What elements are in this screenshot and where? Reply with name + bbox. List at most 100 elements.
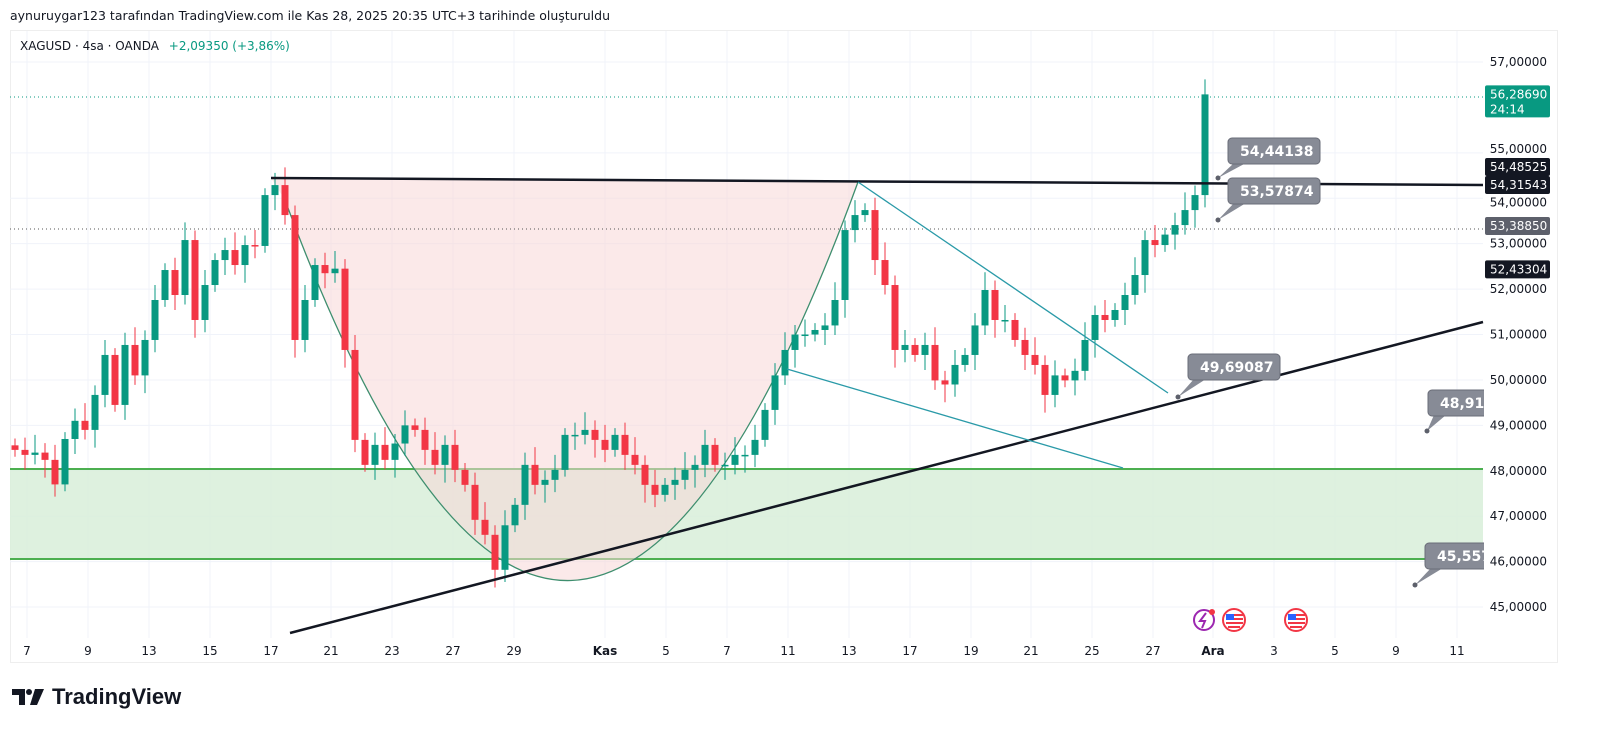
candle (621, 422, 629, 470)
candle (371, 432, 379, 480)
candle (661, 478, 669, 502)
x-tick-label: 23 (384, 644, 399, 658)
candle (291, 205, 299, 358)
us-flag-icon[interactable] (1284, 608, 1308, 632)
x-tick-label: 7 (23, 644, 31, 658)
candle (1011, 313, 1019, 347)
candle (81, 403, 89, 440)
candle (531, 447, 539, 495)
y-tick-label: 46,00000 (1490, 555, 1547, 569)
candle (1061, 368, 1069, 388)
candle (101, 339, 109, 408)
candle (991, 280, 999, 338)
logo-text: TradingView (52, 684, 182, 709)
price-tag: 54,48525 (1485, 158, 1550, 176)
candle (881, 242, 889, 295)
candle (721, 452, 729, 480)
tradingview-logo[interactable]: TradingView (12, 684, 181, 710)
x-tick-label: 5 (1331, 644, 1339, 658)
x-tick-label: 9 (1392, 644, 1400, 658)
candle (61, 432, 69, 492)
candle (401, 410, 409, 456)
candle (181, 222, 189, 305)
price-callout-text: 49,69087 (1200, 360, 1274, 376)
x-tick-label: 21 (1023, 644, 1038, 658)
x-tick-label: 29 (506, 644, 521, 658)
candle (1181, 192, 1189, 235)
candle (121, 332, 129, 420)
candle (901, 329, 909, 363)
candle (1191, 185, 1199, 228)
candle (791, 324, 799, 368)
x-tick-label: 13 (841, 644, 856, 658)
candle (1021, 327, 1029, 370)
y-tick-label: 57,00000 (1490, 55, 1547, 69)
candle (671, 467, 679, 500)
candle (451, 429, 459, 483)
price-tag-value: 54,48525 (1490, 160, 1547, 174)
x-tick-label: 11 (1449, 644, 1464, 658)
y-tick-label: 51,00000 (1490, 328, 1547, 342)
price-callout[interactable]: 49,69087 (1175, 353, 1281, 400)
y-tick-label: 55,00000 (1490, 142, 1547, 156)
candle (111, 348, 119, 412)
symbol-legend[interactable]: XAGUSD · 4sa · OANDA +2,09350 (+3,86%) (20, 39, 290, 53)
y-tick-label: 48,00000 (1490, 464, 1547, 478)
candle (301, 285, 309, 353)
candle (611, 428, 619, 457)
cup-pattern-fill (271, 178, 858, 581)
candle (201, 270, 209, 333)
candle (21, 437, 29, 470)
candle (821, 313, 829, 345)
candle (411, 418, 419, 437)
candle (381, 427, 389, 470)
candle (481, 502, 489, 545)
candle (341, 259, 349, 368)
candle (641, 455, 649, 503)
candle (541, 470, 549, 503)
price-tag-value: 56,28690 (1490, 87, 1547, 101)
price-tag: 52,43304 (1485, 260, 1550, 279)
candle (1101, 300, 1109, 333)
candle (211, 253, 219, 292)
price-tag-countdown: 24:14 (1490, 102, 1525, 116)
y-tick-label: 53,00000 (1490, 237, 1547, 251)
price-callout[interactable]: 54,44138 (1215, 137, 1321, 181)
x-tick-label: 27 (445, 644, 460, 658)
x-tick-label: Ara (1201, 644, 1224, 658)
candle (981, 272, 989, 335)
candle (561, 428, 569, 477)
price-callout[interactable]: 53,57874 (1215, 177, 1321, 223)
candle (571, 422, 579, 450)
y-tick-label: 52,00000 (1490, 282, 1547, 296)
candle (781, 332, 789, 385)
economic-event-icon[interactable] (1193, 609, 1215, 631)
candle (631, 437, 639, 475)
candle (191, 230, 199, 338)
us-flag-icon[interactable] (1222, 608, 1246, 632)
wedge-lower-line (786, 368, 1124, 469)
price-change: +2,09350 (+3,86%) (168, 39, 290, 53)
price-tag-value: 52,43304 (1490, 262, 1547, 276)
y-tick-label: 49,00000 (1490, 418, 1547, 432)
chart-frame[interactable] (10, 30, 1558, 663)
candle (751, 424, 759, 468)
candle (331, 250, 339, 283)
candle (151, 285, 159, 353)
candle (581, 412, 589, 445)
candle (1001, 304, 1009, 333)
x-tick-label: Kas (593, 644, 618, 658)
y-tick-label: 47,00000 (1490, 509, 1547, 523)
candle (391, 433, 399, 478)
candle (591, 420, 599, 458)
x-tick-label: 3 (1270, 644, 1278, 658)
y-tick-label: 54,00000 (1490, 195, 1547, 209)
candle (421, 417, 429, 465)
candle (511, 498, 519, 533)
candle (701, 429, 709, 478)
candle (431, 432, 439, 475)
candle (261, 188, 269, 253)
candle (171, 257, 179, 310)
x-tick-label: 17 (902, 644, 917, 658)
